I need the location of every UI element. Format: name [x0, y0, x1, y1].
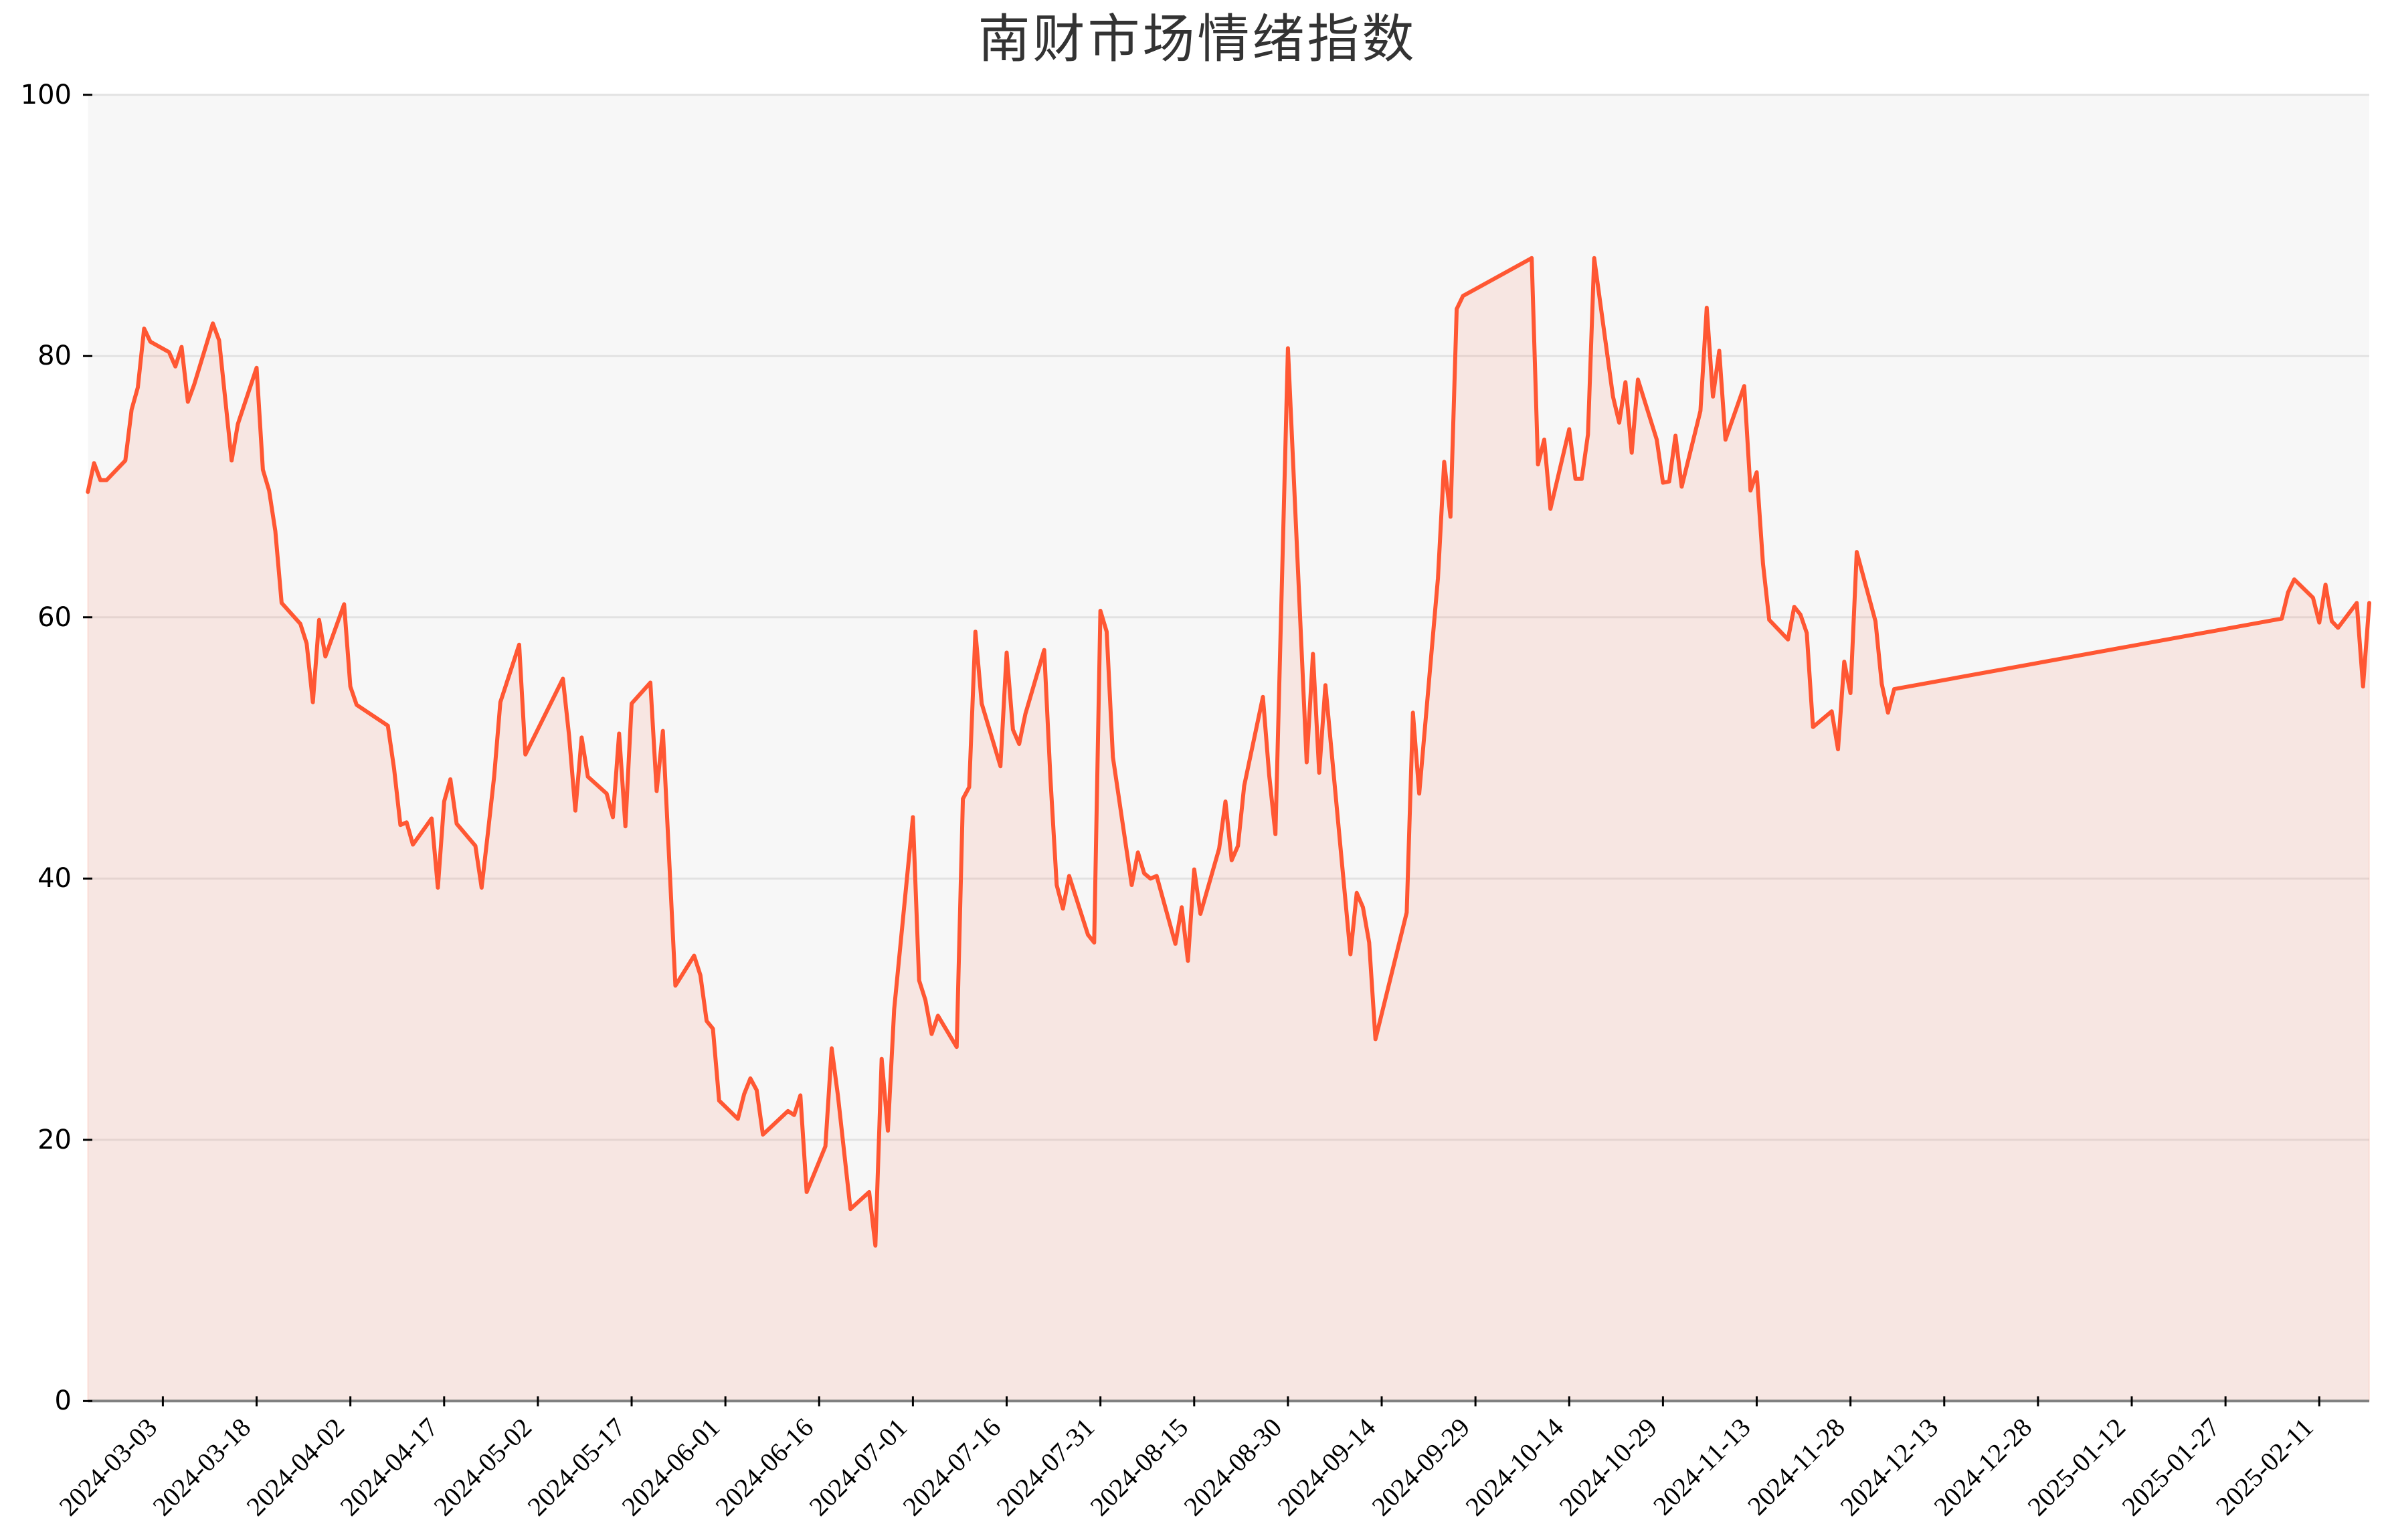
- y-tick-label: 0: [54, 1385, 72, 1417]
- y-tick-label: 60: [37, 601, 72, 633]
- plot-background: [88, 94, 2369, 1402]
- y-tick-label: 40: [37, 863, 72, 894]
- y-tick-label: 80: [37, 341, 72, 372]
- y-tick-label: 100: [20, 79, 72, 110]
- y-tick-label: 20: [37, 1124, 72, 1155]
- chart-title: 南财市场情绪指数: [978, 9, 1417, 70]
- sentiment-index-line: [86, 256, 2371, 1248]
